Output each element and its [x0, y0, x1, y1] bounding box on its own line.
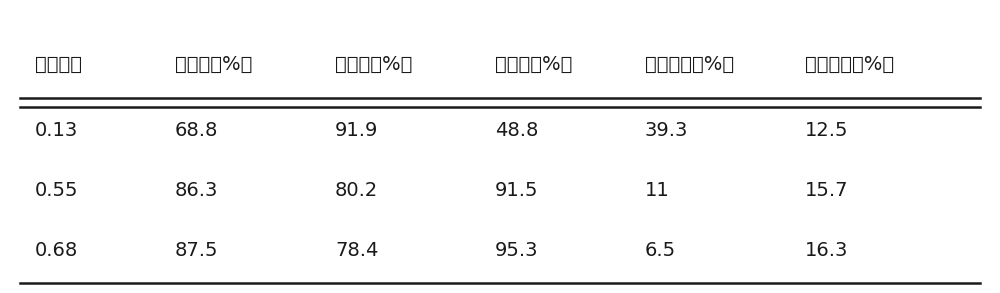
Text: 假阳性率（%）: 假阳性率（%）	[645, 55, 734, 74]
Text: 0.68: 0.68	[35, 241, 78, 260]
Text: 91.9: 91.9	[335, 121, 378, 140]
Text: 0.13: 0.13	[35, 121, 78, 140]
Text: 特异性（%）: 特异性（%）	[495, 55, 572, 74]
Text: 15.7: 15.7	[805, 181, 848, 200]
Text: 敏感性（%）: 敏感性（%）	[335, 55, 412, 74]
Text: 87.5: 87.5	[175, 241, 218, 260]
Text: 6.5: 6.5	[645, 241, 676, 260]
Text: 68.8: 68.8	[175, 121, 218, 140]
Text: 16.3: 16.3	[805, 241, 848, 260]
Text: 0.55: 0.55	[35, 181, 78, 200]
Text: 假阴性率（%）: 假阴性率（%）	[805, 55, 894, 74]
Text: 恶性概率: 恶性概率	[35, 55, 82, 74]
Text: 48.8: 48.8	[495, 121, 538, 140]
Text: 有效性（%）: 有效性（%）	[175, 55, 252, 74]
Text: 78.4: 78.4	[335, 241, 378, 260]
Text: 11: 11	[645, 181, 670, 200]
Text: 12.5: 12.5	[805, 121, 848, 140]
Text: 80.2: 80.2	[335, 181, 378, 200]
Text: 86.3: 86.3	[175, 181, 218, 200]
Text: 91.5: 91.5	[495, 181, 538, 200]
Text: 39.3: 39.3	[645, 121, 688, 140]
Text: 95.3: 95.3	[495, 241, 538, 260]
